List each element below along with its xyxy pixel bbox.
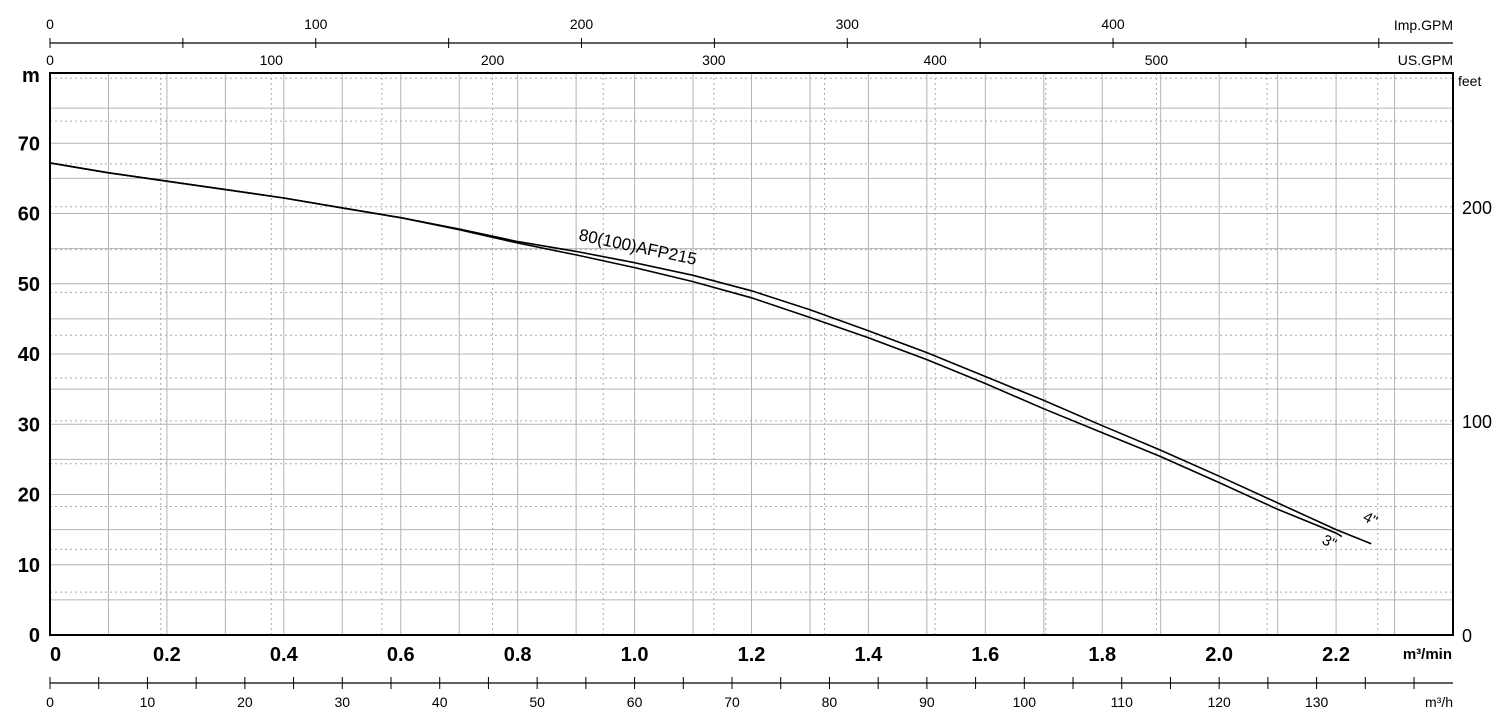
top-imp-axis-label: Imp.GPM xyxy=(1394,17,1453,33)
x-tick-label: 2.0 xyxy=(1205,644,1233,666)
x-tick-label: 1.6 xyxy=(971,644,999,666)
x-axis-label: m³/min xyxy=(1403,646,1452,663)
bottom-mh-tick-label: 110 xyxy=(1111,694,1134,710)
plot-frame xyxy=(49,72,1454,636)
model-label: 80(100)AFP215 xyxy=(577,225,698,269)
axes: 0 10 20 30 40 50 60 70 0 0.2 0.4 0.6 0.8 1.0 1.2 1.4 1.6… xyxy=(18,16,1492,710)
top-us-tick-label: 400 xyxy=(923,52,947,68)
bottom-mh-tick-label: 50 xyxy=(529,694,545,710)
x-tick-label: 2.2 xyxy=(1322,644,1350,666)
top-imp-tick-label: 300 xyxy=(836,16,860,32)
right-tick-label: 100 xyxy=(1462,412,1492,432)
y-tick-label: 60 xyxy=(18,204,40,226)
y-tick-label: 30 xyxy=(18,414,40,436)
bottom-axis-label: m³/h xyxy=(1425,694,1453,710)
x-tick-label: 0.8 xyxy=(504,644,532,666)
curve-3in xyxy=(49,162,1343,538)
curves xyxy=(49,162,1372,545)
y-tick-label: 20 xyxy=(18,485,40,507)
bottom-mh-tick-label: 20 xyxy=(237,694,253,710)
y-tick-label: 70 xyxy=(18,133,40,155)
bottom-mh-tick-label: 100 xyxy=(1013,694,1037,710)
x-tick-label: 0.6 xyxy=(387,644,415,666)
y-tick-label: 0 xyxy=(29,625,40,647)
right-axis-label: feet xyxy=(1458,73,1481,89)
x-tick-label: 1.2 xyxy=(738,644,766,666)
top-us-tick-label: 200 xyxy=(481,52,505,68)
top-imp-tick-label: 100 xyxy=(304,16,328,32)
grid xyxy=(50,73,1453,635)
bottom-mh-tick-label: 0 xyxy=(46,694,54,710)
bottom-mh-tick-label: 70 xyxy=(724,694,740,710)
bottom-mh-tick-label: 40 xyxy=(432,694,448,710)
top-us-tick-label: 500 xyxy=(1145,52,1169,68)
x-tick-label: 0 xyxy=(50,644,61,666)
right-tick-label: 0 xyxy=(1462,626,1472,646)
bottom-mh-tick-label: 80 xyxy=(822,694,838,710)
bottom-mh-tick-label: 120 xyxy=(1207,694,1231,710)
right-tick-label: 200 xyxy=(1462,198,1492,218)
x-tick-label: 0.4 xyxy=(270,644,299,666)
top-us-tick-label: 100 xyxy=(260,52,284,68)
bottom-mh-tick-label: 10 xyxy=(140,694,156,710)
y-tick-label: 50 xyxy=(18,274,40,296)
y-tick-label: 10 xyxy=(18,555,40,577)
bottom-mh-tick-label: 130 xyxy=(1305,694,1329,710)
top-us-tick-label: 300 xyxy=(702,52,726,68)
curve-4in xyxy=(49,162,1372,545)
top-us-tick-label: 0 xyxy=(46,52,54,68)
bottom-mh-tick-label: 60 xyxy=(627,694,643,710)
y-axis-label: m xyxy=(22,65,40,87)
x-tick-label: 0.2 xyxy=(153,644,181,666)
top-imp-tick-label: 400 xyxy=(1101,16,1125,32)
bottom-mh-tick-label: 30 xyxy=(335,694,351,710)
top-imp-tick-label: 0 xyxy=(46,16,54,32)
x-tick-label: 1.4 xyxy=(855,644,884,666)
x-tick-label: 1.8 xyxy=(1088,644,1116,666)
x-tick-label: 1.0 xyxy=(621,644,649,666)
y-tick-label: 40 xyxy=(18,344,40,366)
top-us-axis-label: US.GPM xyxy=(1398,52,1453,68)
bottom-mh-tick-label: 90 xyxy=(919,694,935,710)
series-label-4in: 4" xyxy=(1360,509,1380,530)
top-imp-tick-label: 200 xyxy=(570,16,594,32)
